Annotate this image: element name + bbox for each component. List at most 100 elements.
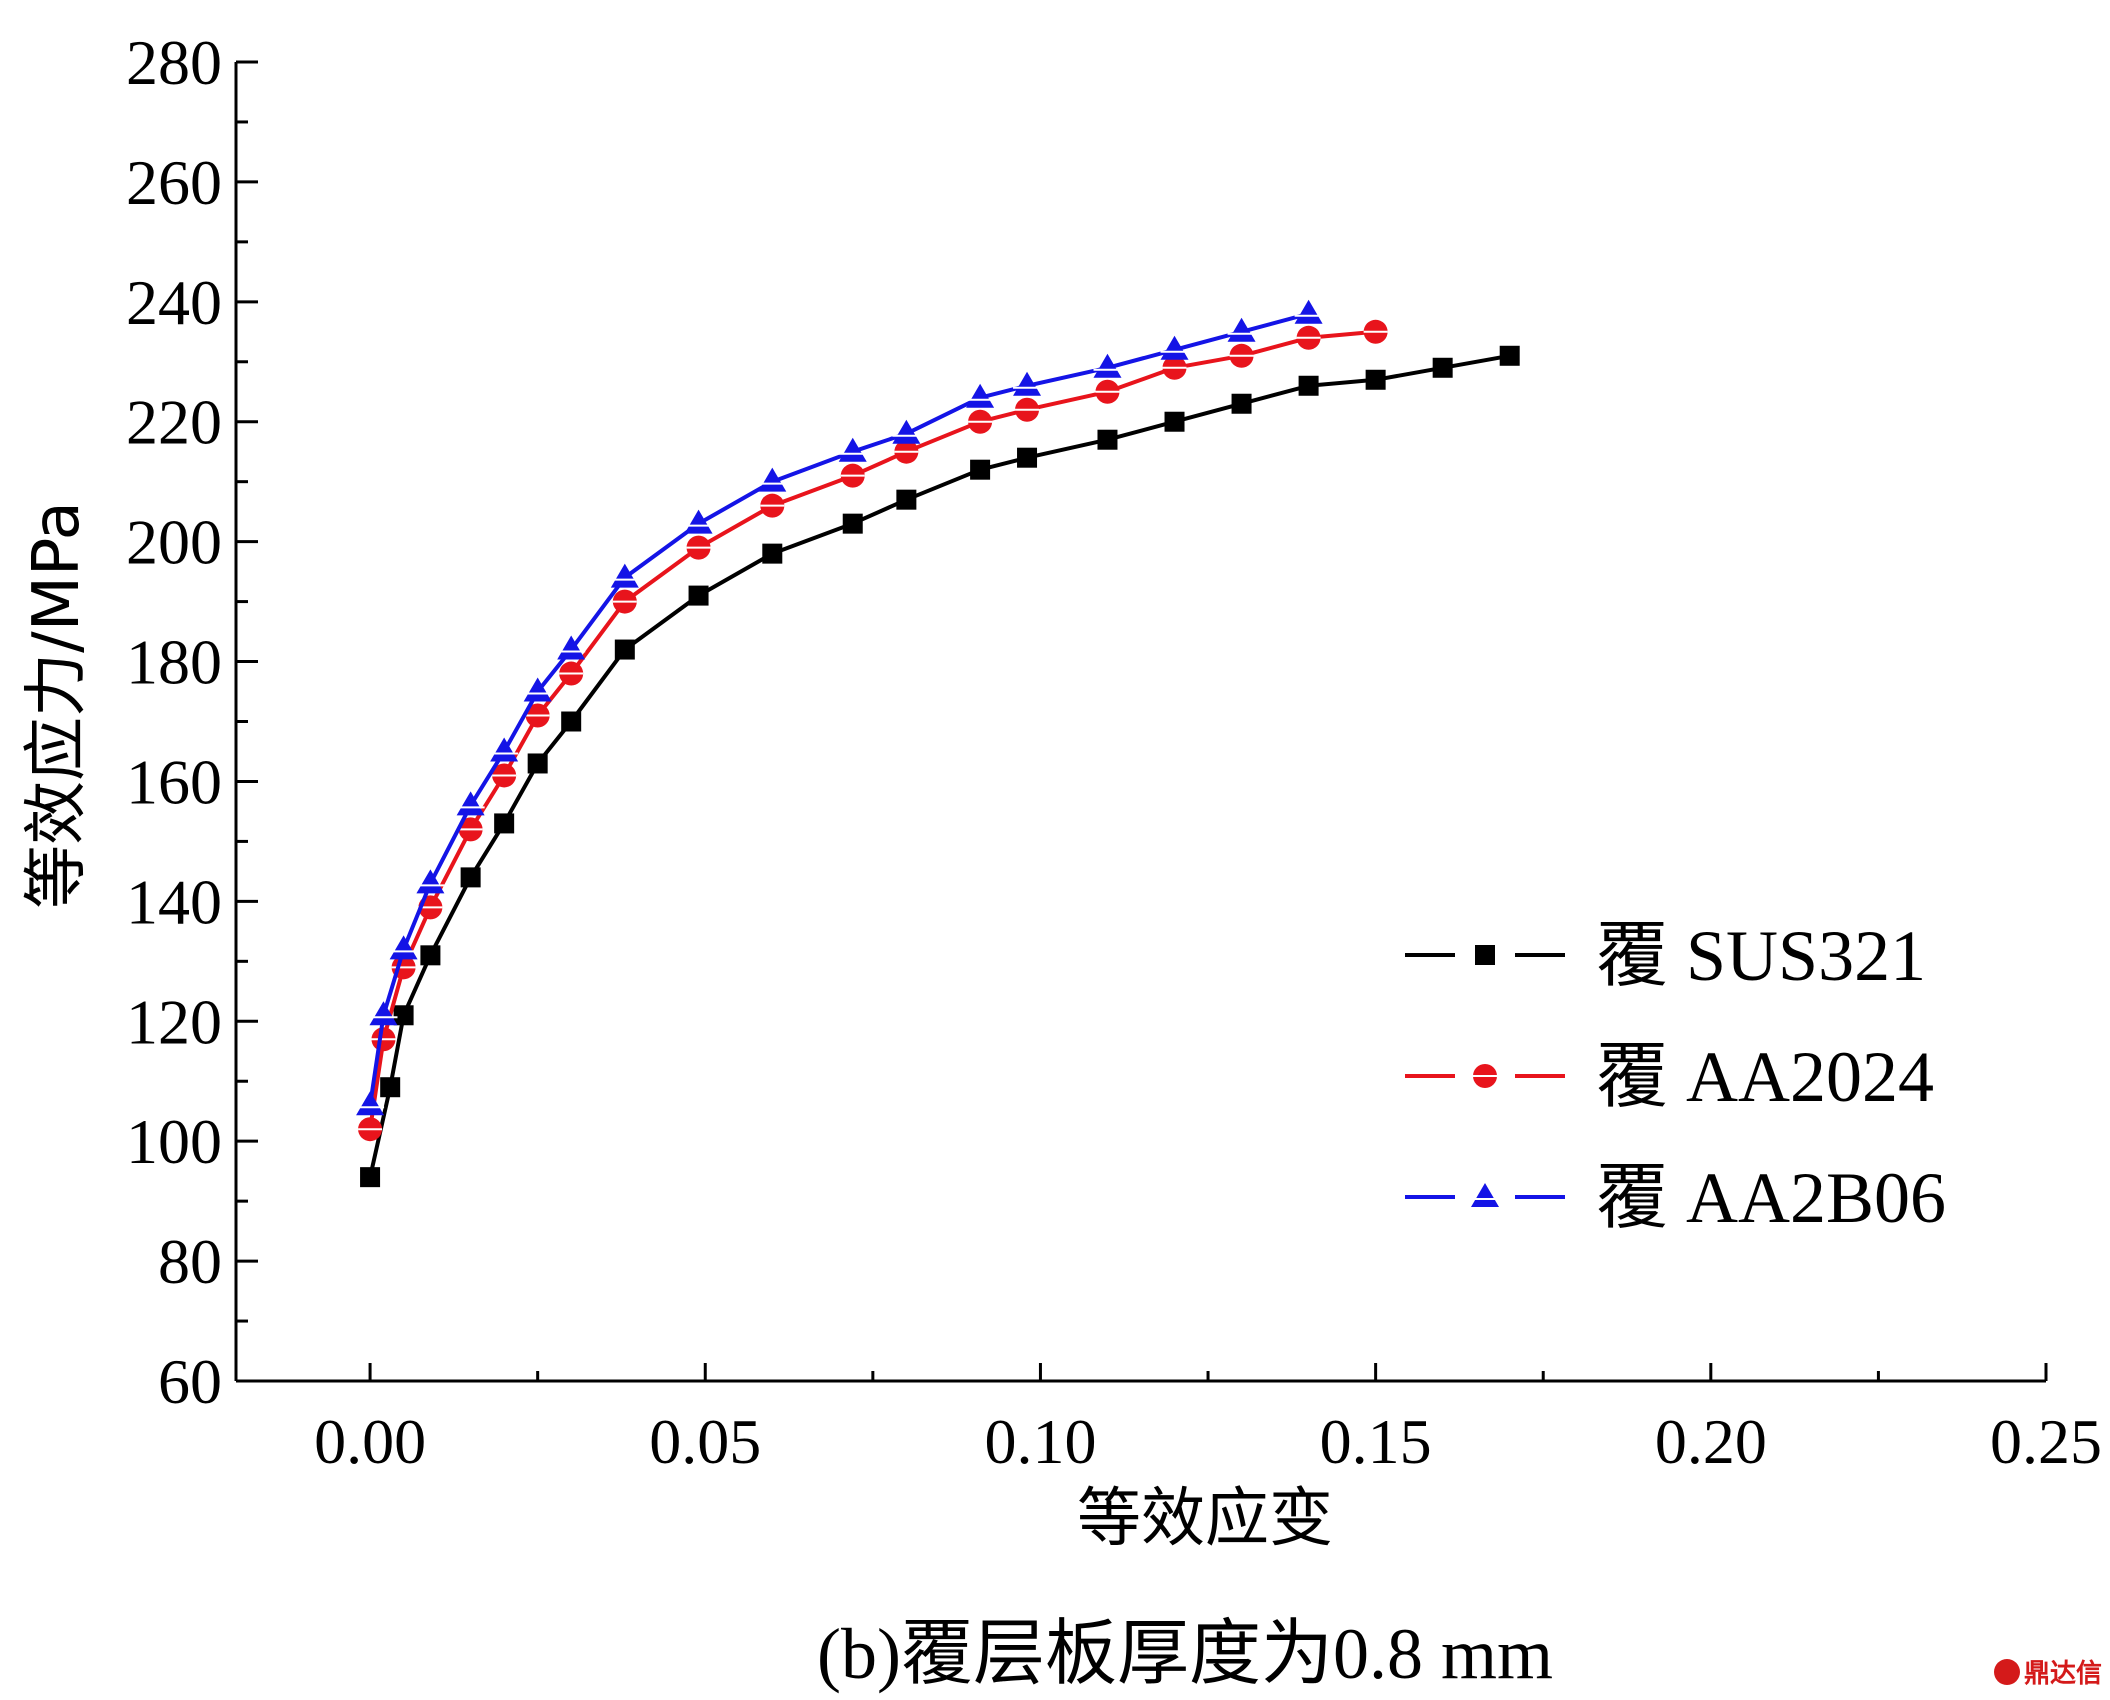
data-point (393, 1005, 414, 1026)
data-point (523, 677, 552, 702)
y-tick-label: 120 (126, 986, 222, 1057)
data-point (1227, 317, 1256, 342)
triangle-marker-fill (416, 869, 445, 894)
data-point (1097, 429, 1118, 450)
data-point (1432, 357, 1453, 378)
y-tick-label: 240 (126, 267, 222, 338)
triangle-marker-fill (356, 1091, 385, 1116)
data-point (760, 493, 785, 518)
data-point (762, 543, 783, 564)
data-point (610, 563, 639, 588)
data-point (1363, 319, 1388, 344)
y-tick-label: 260 (126, 147, 222, 218)
y-tick-label: 60 (158, 1346, 222, 1417)
data-point (458, 817, 483, 842)
y-tick-label: 100 (126, 1106, 222, 1177)
x-axis-ticks: 0.00 0.05 0.10 0.15 0.20 0.25 (314, 1363, 2102, 1477)
series-line (368, 353, 1511, 1178)
data-point (371, 1027, 396, 1052)
legend-item: 覆 AA2B06 (1405, 1158, 1946, 1238)
data-point (840, 463, 865, 488)
data-point (389, 935, 418, 960)
data-point (1294, 299, 1323, 324)
series-line (368, 311, 1310, 1106)
series-line (368, 329, 1376, 1130)
y-tick-label: 180 (126, 627, 222, 698)
data-point (1296, 325, 1321, 350)
x-tick-label: 0.25 (1990, 1406, 2102, 1477)
data-point (527, 753, 548, 774)
y-tick-label: 280 (126, 27, 222, 98)
triangle-marker-fill (1160, 335, 1189, 360)
data-point (688, 585, 709, 606)
data-point (838, 437, 867, 462)
data-point (494, 813, 515, 834)
x-axis-title: 等效应变 (1077, 1482, 1333, 1556)
data-point (1162, 355, 1187, 380)
data-point (1365, 369, 1386, 390)
data-point (1017, 447, 1038, 468)
y-axis-title: 等效应力/MPa (20, 501, 94, 909)
data-point (892, 419, 921, 444)
data-point (561, 711, 582, 732)
triangle-marker-fill (1227, 317, 1256, 342)
data-point (490, 737, 519, 762)
series-3 (356, 299, 1323, 1116)
triangle-marker-fill (610, 563, 639, 588)
legend-marker (1471, 1183, 1499, 1207)
triangle-marker-fill (892, 419, 921, 444)
triangle-marker-fill (966, 383, 995, 408)
legend: 覆 SUS321 覆 AA2024 覆 AA2B06 (1405, 916, 1946, 1238)
watermark-text: 鼎达信 (2023, 1659, 2102, 1689)
triangle-marker-fill (557, 635, 586, 660)
data-point (1095, 379, 1120, 404)
data-point (970, 459, 991, 480)
triangle-marker-fill (684, 509, 713, 534)
data-point (460, 867, 481, 888)
data-point (356, 1091, 385, 1116)
y-axis-ticks: 60 80 100 120 140 160 180 200 220 240 260 280 (126, 27, 258, 1417)
data-point (1231, 393, 1252, 414)
data-point (358, 1117, 383, 1142)
data-point (614, 639, 635, 660)
data-point (842, 513, 863, 534)
data-point (380, 1077, 401, 1098)
data-point (758, 467, 787, 492)
y-tick-label: 80 (158, 1226, 222, 1297)
legend-marker (1473, 1064, 1497, 1088)
legend-marker (1475, 945, 1495, 965)
y-tick-label: 140 (126, 866, 222, 937)
triangle-marker-fill (389, 935, 418, 960)
legend-item: 覆 AA2024 (1405, 1037, 1934, 1117)
triangle-marker-fill (758, 467, 787, 492)
triangle-marker-fill (1471, 1183, 1499, 1207)
data-point (492, 763, 517, 788)
data-point (1160, 335, 1189, 360)
data-point (1013, 371, 1042, 396)
data-point (894, 439, 919, 464)
series-2 (358, 319, 1388, 1142)
data-point (1499, 345, 1520, 366)
watermark-logo-icon (1993, 1658, 2020, 1685)
triangle-marker-fill (369, 1001, 398, 1026)
x-tick-label: 0.10 (984, 1406, 1096, 1477)
legend-label: 覆 SUS321 (1596, 916, 1926, 996)
triangle-marker-fill (838, 437, 867, 462)
x-tick-label: 0.20 (1655, 1406, 1767, 1477)
y-tick-label: 160 (126, 746, 222, 817)
data-point (369, 1001, 398, 1026)
data-point (1093, 353, 1122, 378)
data-point (612, 589, 637, 614)
triangle-marker-fill (1294, 299, 1323, 324)
x-tick-label: 0.00 (314, 1406, 426, 1477)
data-point (456, 791, 485, 816)
legend-item: 覆 SUS321 (1405, 916, 1926, 996)
y-tick-label: 200 (126, 507, 222, 578)
data-point (525, 703, 550, 728)
figure-caption: (b)覆层板厚度为0.8 mm (817, 1614, 1553, 1694)
data-point (966, 383, 995, 408)
y-tick-label: 220 (126, 387, 222, 458)
data-point (968, 409, 993, 434)
data-point (1015, 397, 1040, 422)
data-point (416, 869, 445, 894)
